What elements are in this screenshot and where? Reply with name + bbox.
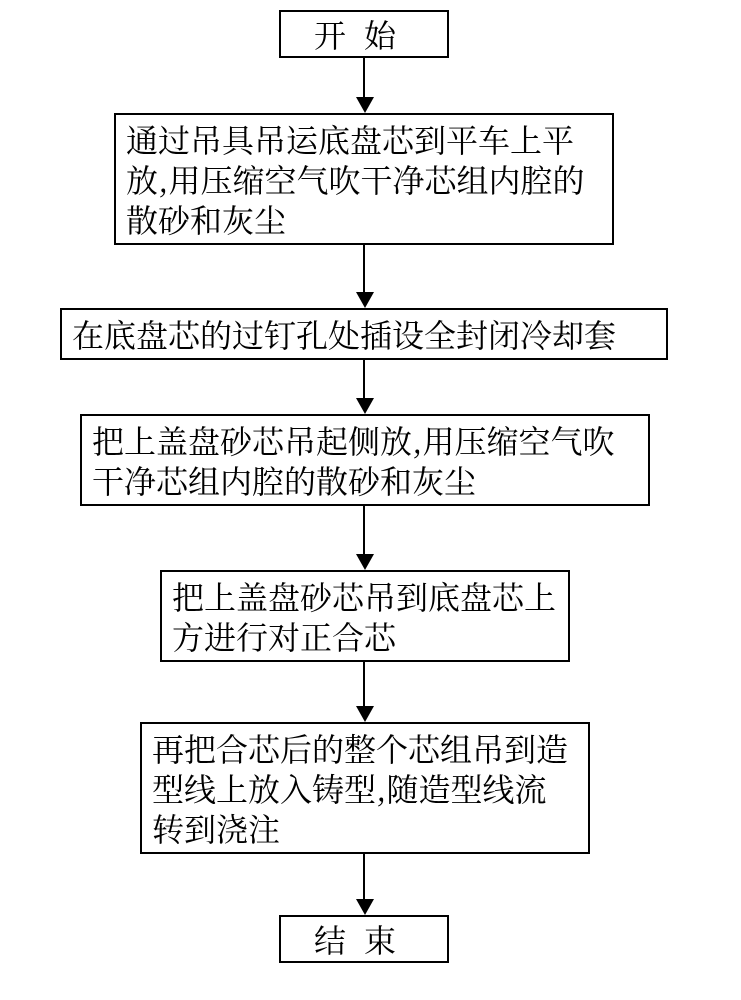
node-end-label: 结束 xyxy=(291,919,437,959)
node-step1-label: 通过吊具吊运底盘芯到平车上平放,用压缩空气吹干净芯组内腔的散砂和灰尘 xyxy=(126,119,602,239)
edge-start-step1-head xyxy=(356,97,374,113)
flowchart-canvas: 开始 通过吊具吊运底盘芯到平车上平放,用压缩空气吹干净芯组内腔的散砂和灰尘 在底… xyxy=(0,0,741,1000)
node-step3-label: 把上盖盘砂芯吊起侧放,用压缩空气吹干净芯组内腔的散砂和灰尘 xyxy=(92,420,638,500)
node-step5: 再把合芯后的整个芯组吊到造型线上放入铸型,随造型线流转到浇注 xyxy=(140,722,590,854)
edge-step4-step5-head xyxy=(356,706,374,722)
node-step4-label: 把上盖盘砂芯吊到底盘芯上方进行对正合芯 xyxy=(172,576,558,656)
node-step5-label: 再把合芯后的整个芯组吊到造型线上放入铸型,随造型线流转到浇注 xyxy=(152,728,578,848)
edge-step5-end xyxy=(363,854,365,901)
edge-step1-step2 xyxy=(363,245,365,294)
node-step2: 在底盘芯的过钉孔处插设全封闭冷却套 xyxy=(60,308,668,360)
node-end: 结束 xyxy=(279,915,449,963)
edge-step2-step3-head xyxy=(356,398,374,414)
edge-step4-step5 xyxy=(363,662,365,708)
node-step2-label: 在底盘芯的过钉孔处插设全封闭冷却套 xyxy=(72,314,656,354)
node-start: 开始 xyxy=(279,10,449,58)
node-step4: 把上盖盘砂芯吊到底盘芯上方进行对正合芯 xyxy=(160,570,570,662)
edge-step2-step3 xyxy=(363,360,365,400)
edge-step3-step4-head xyxy=(356,554,374,570)
edge-step3-step4 xyxy=(363,506,365,556)
edge-step1-step2-head xyxy=(356,292,374,308)
node-start-label: 开始 xyxy=(291,14,437,54)
edge-step5-end-head xyxy=(356,899,374,915)
node-step3: 把上盖盘砂芯吊起侧放,用压缩空气吹干净芯组内腔的散砂和灰尘 xyxy=(80,414,650,506)
edge-start-step1 xyxy=(363,58,365,99)
node-step1: 通过吊具吊运底盘芯到平车上平放,用压缩空气吹干净芯组内腔的散砂和灰尘 xyxy=(114,113,614,245)
